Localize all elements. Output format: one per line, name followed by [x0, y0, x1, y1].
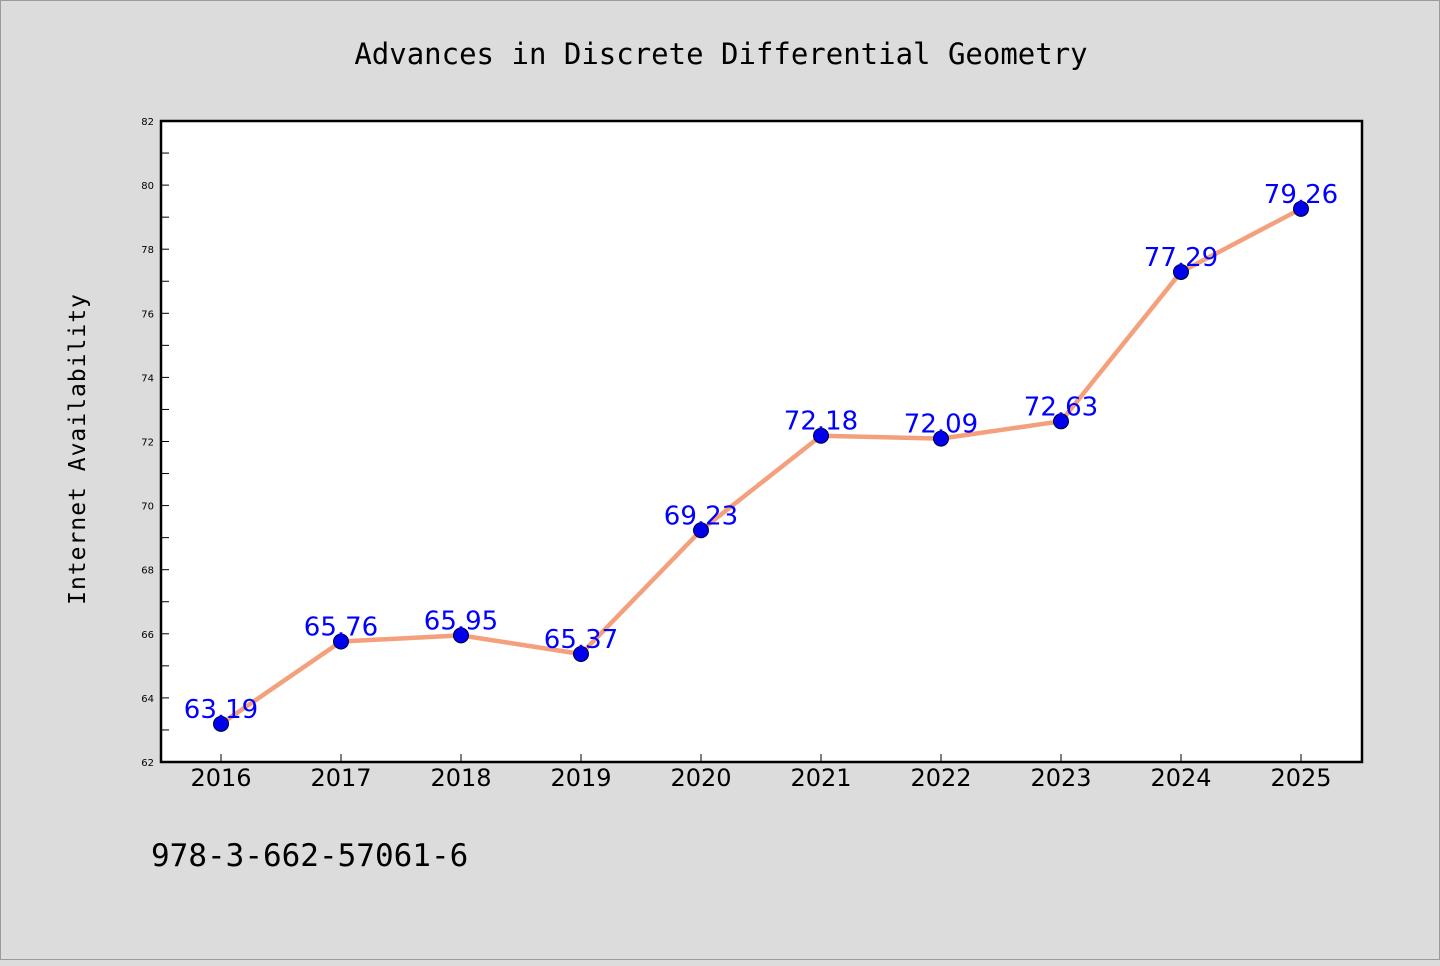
- x-tick-label: 2021: [790, 764, 851, 792]
- x-tick-label: 2019: [550, 764, 611, 792]
- data-point: [453, 627, 469, 644]
- data-label: 65.37: [544, 625, 618, 655]
- data-point: [1053, 413, 1069, 430]
- data-label: 72.18: [784, 407, 858, 437]
- x-tick-label: 2024: [1150, 764, 1211, 792]
- y-tick-label: 72: [141, 438, 154, 449]
- data-point: [573, 645, 589, 662]
- y-tick-label: 74: [141, 373, 154, 384]
- data-point: [1173, 263, 1189, 280]
- y-tick-label: 70: [141, 502, 154, 513]
- x-tick-label: 2016: [190, 764, 251, 792]
- series-line: [218, 206, 1304, 727]
- x-tick-label: 2018: [430, 764, 491, 792]
- plot-border: [159, 119, 1364, 764]
- y-tick-label: 62: [141, 758, 154, 769]
- data-markers: [213, 200, 1309, 732]
- data-point: [213, 715, 229, 732]
- y-axis: 62 64 66 68 70 72 74 76 78 80 82: [141, 117, 169, 769]
- y-tick-label: 76: [141, 309, 154, 320]
- data-label: 77.29: [1144, 243, 1218, 273]
- data-label: 72.09: [904, 410, 978, 440]
- data-label: 79.26: [1264, 180, 1338, 210]
- x-axis: 2016 2017 2018 2019 2020 2021 2022 2023 2024 2025: [190, 754, 1332, 792]
- data-point: [693, 522, 709, 539]
- data-label: 65.76: [304, 612, 378, 642]
- data-labels: 63.19 65.76 65.95 65.37 69.23 72.18 72.09 72.63…: [184, 180, 1338, 725]
- y-axis-label: Internet Availability: [65, 293, 91, 605]
- data-label: 63.19: [184, 695, 258, 725]
- data-point: [933, 430, 949, 447]
- data-point: [333, 633, 349, 650]
- y-tick-label: 66: [141, 630, 154, 641]
- x-tick-label: 2023: [1030, 764, 1091, 792]
- y-tick-label: 68: [141, 566, 154, 577]
- chart-title: Advances in Discrete Differential Geomet…: [354, 37, 1087, 71]
- plot-area: [161, 121, 1362, 762]
- y-tick-label: 64: [141, 694, 154, 705]
- data-label: 72.63: [1024, 392, 1098, 422]
- data-point: [813, 427, 829, 444]
- x-tick-label: 2017: [310, 764, 371, 792]
- data-label: 69.23: [664, 501, 738, 531]
- y-tick-label: 80: [141, 181, 154, 192]
- data-label: 65.95: [424, 606, 498, 636]
- x-tick-label: 2025: [1270, 764, 1331, 792]
- isbn-label: 978-3-662-57061-6: [151, 838, 468, 874]
- y-tick-label: 78: [141, 245, 154, 256]
- y-tick-label: 82: [141, 117, 154, 128]
- x-tick-label: 2022: [910, 764, 971, 792]
- data-point: [1293, 200, 1309, 217]
- x-tick-label: 2020: [670, 764, 731, 792]
